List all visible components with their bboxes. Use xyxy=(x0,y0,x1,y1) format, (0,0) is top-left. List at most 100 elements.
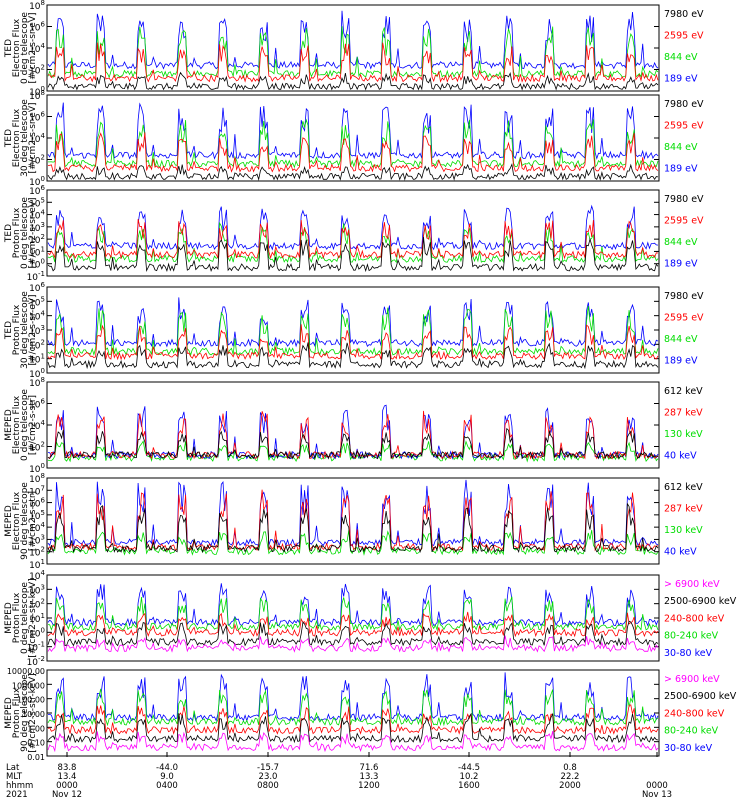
y-axis-label: TED xyxy=(4,224,14,243)
legend-entry: 2595 eV xyxy=(664,121,704,132)
series-trace xyxy=(47,221,659,264)
series-trace xyxy=(47,529,659,556)
y-tick-label: 108 xyxy=(29,0,45,12)
y-axis-label: 90 deg telescope xyxy=(20,482,30,560)
legend-entry: 240-800 keV xyxy=(664,708,725,719)
legend-entry: 7980 eV xyxy=(664,194,704,205)
y-tick-label: 106 xyxy=(29,281,45,294)
y-tick-label: 0.10 xyxy=(27,739,45,748)
series-trace xyxy=(47,324,659,361)
y-tick-label: 100 xyxy=(29,367,45,380)
legend-entry: 130 keV xyxy=(664,429,703,440)
y-tick-label: 108 xyxy=(29,89,45,102)
x-tick-label: Nov 12 xyxy=(52,790,82,800)
y-axis-label: [#/cm2-s-str-keV] xyxy=(28,578,38,657)
y-axis-label: Proton Flux xyxy=(12,304,22,355)
y-axis-label: [#/cm2-s-sr-eV] xyxy=(28,295,38,366)
series-trace xyxy=(47,620,659,647)
y-tick-label: 100 xyxy=(29,258,45,271)
y-axis-label: MEPED xyxy=(4,409,14,441)
x-tick-label: -15.7 xyxy=(257,763,279,773)
y-tick-label: 10000.00 xyxy=(7,667,45,676)
y-tick-label: 101 xyxy=(29,353,45,366)
legend-entry: 844 eV xyxy=(664,334,698,345)
legend-entry: > 6900 keV xyxy=(664,674,720,685)
y-axis-label: 0 deg telescope xyxy=(20,197,30,269)
series-trace xyxy=(47,502,659,554)
y-axis-label: Electron Flux xyxy=(12,491,22,550)
series-trace xyxy=(47,297,659,348)
y-tick-label: 102 xyxy=(29,64,45,77)
y-tick-label: 106 xyxy=(29,21,45,34)
series-trace xyxy=(47,704,659,735)
legend-entry: 7980 eV xyxy=(664,291,704,302)
series-trace xyxy=(47,404,659,460)
legend-entry: 40 keV xyxy=(664,451,697,462)
legend-entry: 844 eV xyxy=(664,142,698,153)
x-row-label: 2021 xyxy=(6,790,28,800)
y-tick-label: 102 xyxy=(29,441,45,454)
y-tick-label: 104 xyxy=(29,132,45,145)
y-axis-label: 0 deg telescope xyxy=(20,12,30,84)
y-axis-label: Electron Flux xyxy=(12,108,22,167)
x-tick-label: 10.2 xyxy=(460,772,479,782)
y-axis-label: TED xyxy=(4,129,14,148)
y-tick-label: 105 xyxy=(29,295,45,308)
x-tick-label: 13.3 xyxy=(360,772,379,782)
legend-entry: > 6900 keV xyxy=(664,579,720,590)
y-axis-label: Electron Flux xyxy=(12,395,22,454)
x-tick-label: 0000 xyxy=(56,781,78,791)
y-tick-label: 1.00 xyxy=(27,724,45,733)
legend-entry: 7980 eV xyxy=(664,9,704,20)
y-axis-label: TED xyxy=(4,39,14,58)
legend-entry: 612 keV xyxy=(664,386,703,397)
y-tick-label: 100 xyxy=(29,175,45,188)
y-tick-label: 100.00 xyxy=(17,696,45,705)
y-tick-label: 106 xyxy=(29,184,45,197)
y-tick-label: 102 xyxy=(29,233,45,246)
y-tick-label: 106 xyxy=(29,398,45,411)
y-tick-label: 102 xyxy=(29,338,45,351)
x-tick-label: Nov 13 xyxy=(642,790,672,800)
x-tick-label: 0.8 xyxy=(563,763,577,773)
y-tick-label: 1000.00 xyxy=(12,681,45,690)
series-trace xyxy=(47,236,659,273)
legend-entry: 844 eV xyxy=(664,52,698,63)
series-trace xyxy=(47,306,659,357)
legend-entry: 30-80 keV xyxy=(664,743,713,754)
y-axis-label: Proton Flux xyxy=(12,592,22,643)
y-tick-label: 104 xyxy=(29,42,45,55)
y-axis-label: [#/cm2-s-sr-eV] xyxy=(28,103,38,174)
plot-frame xyxy=(46,189,660,277)
y-tick-label: 106 xyxy=(29,497,45,510)
x-row-label: Lat xyxy=(6,763,20,773)
x-tick-label: 1200 xyxy=(358,781,380,791)
y-tick-label: 104 xyxy=(29,569,45,582)
plot-frame xyxy=(46,669,660,757)
y-tick-label: 104 xyxy=(29,310,45,323)
legend-entry: 287 keV xyxy=(664,408,703,419)
legend-entry: 287 keV xyxy=(664,504,703,515)
series-trace xyxy=(47,10,659,70)
y-axis-label: 30 deg telescope xyxy=(20,291,30,369)
legend-entry: 612 keV xyxy=(664,482,703,493)
x-tick-label: 22.2 xyxy=(561,772,580,782)
x-tick-label: 0000 xyxy=(646,781,668,791)
legend-entry: 240-800 keV xyxy=(664,613,725,624)
legend-entry: 2500-6900 keV xyxy=(664,691,737,702)
legend-entry: 80-240 keV xyxy=(664,726,719,737)
y-axis-label: Proton Flux xyxy=(12,687,22,738)
y-tick-label: 103 xyxy=(29,221,45,234)
y-tick-label: 100 xyxy=(29,462,45,475)
y-tick-label: 107 xyxy=(29,484,45,497)
y-axis-label: TED xyxy=(4,321,14,340)
y-tick-label: 105 xyxy=(29,509,45,522)
series-trace xyxy=(48,42,659,83)
y-tick-label: 100 xyxy=(29,85,45,98)
series-trace xyxy=(47,427,659,460)
series-trace xyxy=(47,440,659,463)
x-row-label: MLT xyxy=(6,772,23,782)
legend-entry: 189 eV xyxy=(664,74,698,85)
